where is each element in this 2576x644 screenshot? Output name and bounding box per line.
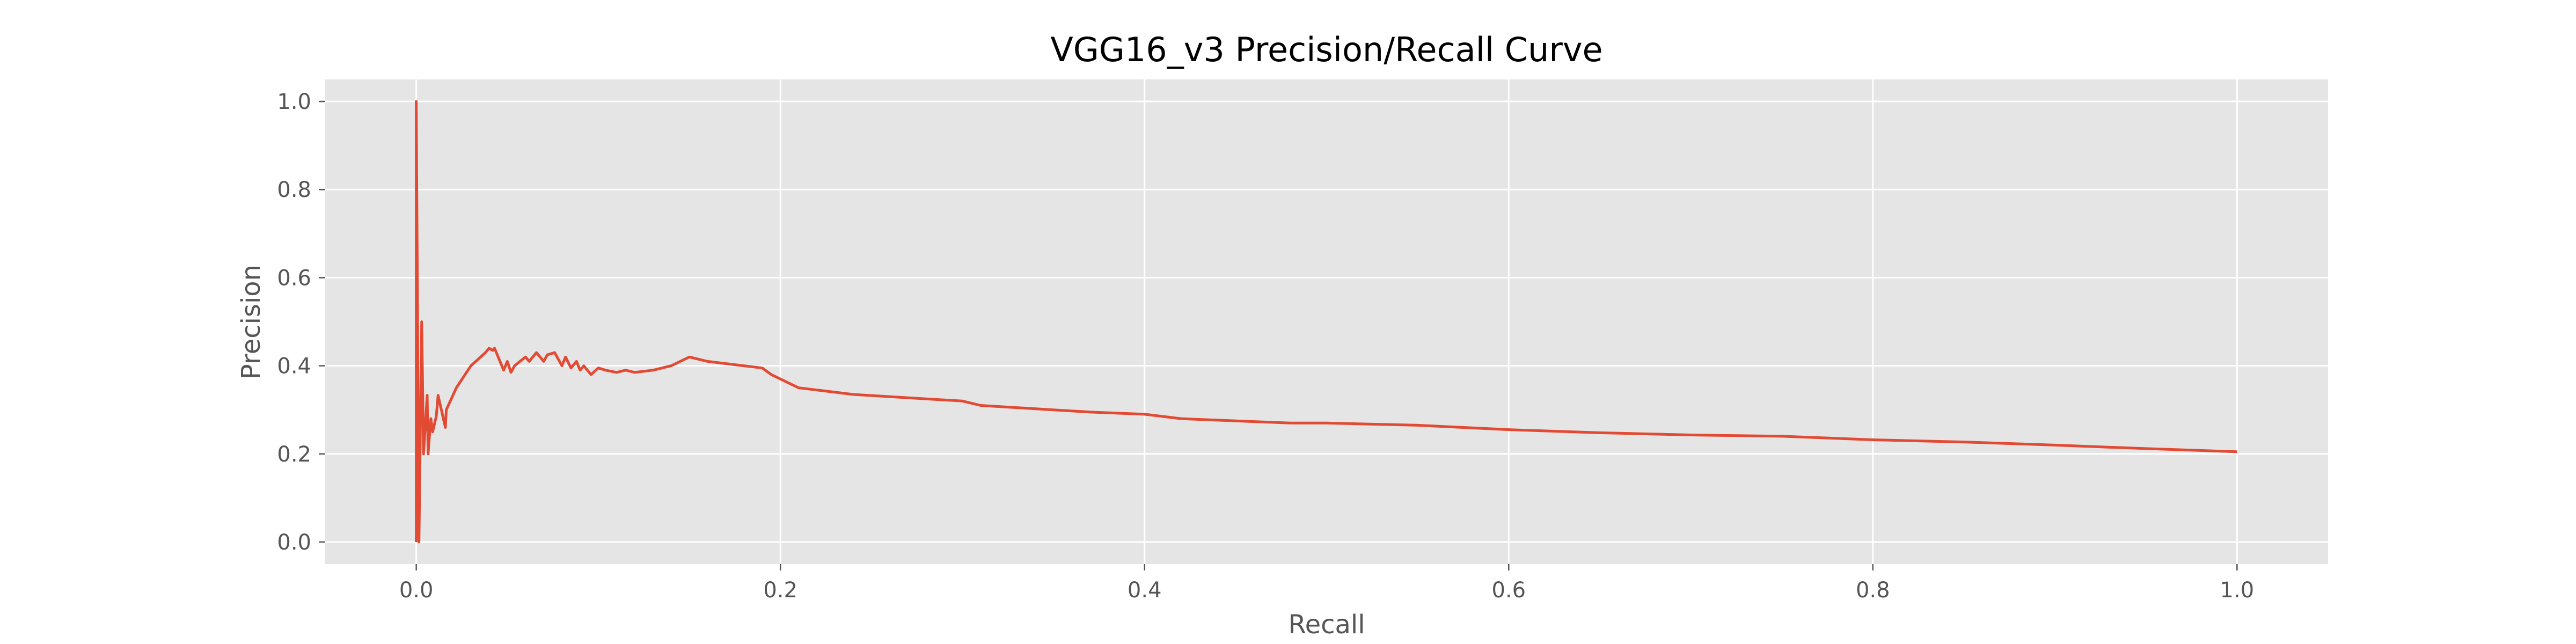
x-tick-label: 0.8 (1856, 578, 1890, 603)
y-tick-label: 0.8 (277, 178, 311, 202)
x-tick-label: 0.6 (1491, 578, 1526, 603)
y-tick-label: 0.2 (277, 442, 311, 467)
grid-lines (325, 79, 2328, 564)
x-tick-label: 1.0 (2220, 578, 2255, 603)
precision-recall-line (415, 100, 2237, 544)
y-axis-label: Precision (236, 265, 266, 379)
chart-title: VGG16_v3 Precision/Recall Curve (1050, 30, 1602, 69)
plot-area (325, 79, 2328, 564)
y-tick-label: 0.6 (277, 266, 311, 290)
axis-ticks: 0.0 0.2 0.4 0.6 0.8 1.0 0.0 0.2 0.4 0.6 0.8 1.0 (277, 90, 2254, 603)
x-tick-label: 0.4 (1128, 578, 1162, 603)
x-tick-label: 0.0 (399, 578, 434, 603)
x-axis-label: Recall (1288, 610, 1365, 640)
y-tick-label: 0.4 (277, 354, 311, 379)
y-tick-label: 1.0 (277, 90, 311, 114)
series-layer (415, 100, 2237, 544)
y-tick-label: 0.0 (277, 530, 311, 555)
x-tick-label: 0.2 (763, 578, 797, 603)
